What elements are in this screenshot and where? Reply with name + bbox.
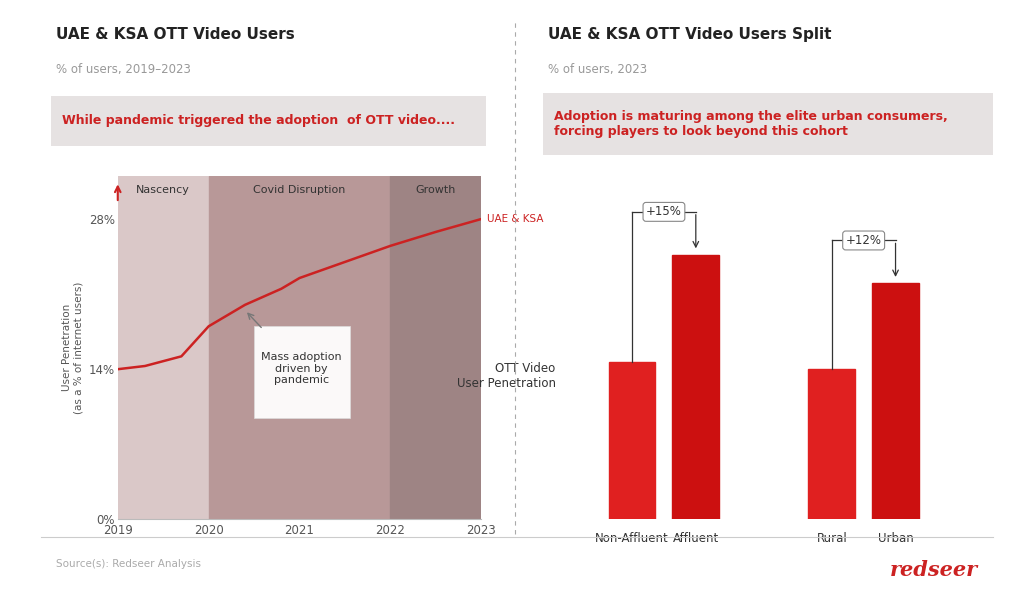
Text: OTT Video
User Penetration: OTT Video User Penetration — [457, 362, 556, 390]
Text: Non-Affluent: Non-Affluent — [595, 533, 669, 545]
Text: UAE & KSA OTT Video Users: UAE & KSA OTT Video Users — [56, 27, 295, 42]
Bar — [673, 255, 719, 519]
Text: UAE & KSA: UAE & KSA — [486, 214, 544, 224]
Bar — [872, 284, 919, 519]
Text: Urban: Urban — [878, 533, 913, 545]
Text: UAE & KSA OTT Video Users Split: UAE & KSA OTT Video Users Split — [548, 27, 831, 42]
Text: Source(s): Redseer Analysis: Source(s): Redseer Analysis — [56, 559, 202, 569]
Text: While pandemic triggered the adoption  of OTT video....: While pandemic triggered the adoption of… — [62, 115, 455, 127]
Text: Affluent: Affluent — [673, 533, 719, 545]
Text: +12%: +12% — [846, 234, 882, 247]
Bar — [209, 176, 390, 519]
Text: % of users, 2019–2023: % of users, 2019–2023 — [56, 63, 191, 76]
FancyBboxPatch shape — [254, 326, 349, 418]
Text: Adoption is maturing among the elite urban consumers,
forcing players to look be: Adoption is maturing among the elite urb… — [554, 110, 948, 138]
Text: % of users, 2023: % of users, 2023 — [548, 63, 647, 76]
Text: Covid Disruption: Covid Disruption — [253, 186, 346, 195]
Text: +15%: +15% — [646, 205, 682, 219]
Text: Growth: Growth — [416, 186, 456, 195]
Bar — [808, 369, 855, 519]
Text: Rural: Rural — [816, 533, 847, 545]
Text: redseer: redseer — [890, 560, 978, 580]
Bar — [390, 176, 481, 519]
Text: Mass adoption
driven by
pandemic: Mass adoption driven by pandemic — [261, 352, 342, 385]
Text: Nascency: Nascency — [136, 186, 190, 195]
Bar — [118, 176, 209, 519]
Y-axis label: User Penetration
(as a % of internet users): User Penetration (as a % of internet use… — [61, 282, 83, 414]
Bar — [608, 362, 655, 519]
